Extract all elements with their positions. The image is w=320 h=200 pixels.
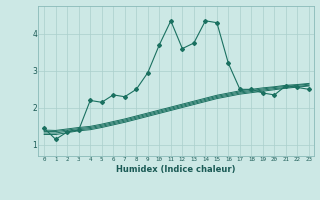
- X-axis label: Humidex (Indice chaleur): Humidex (Indice chaleur): [116, 165, 236, 174]
